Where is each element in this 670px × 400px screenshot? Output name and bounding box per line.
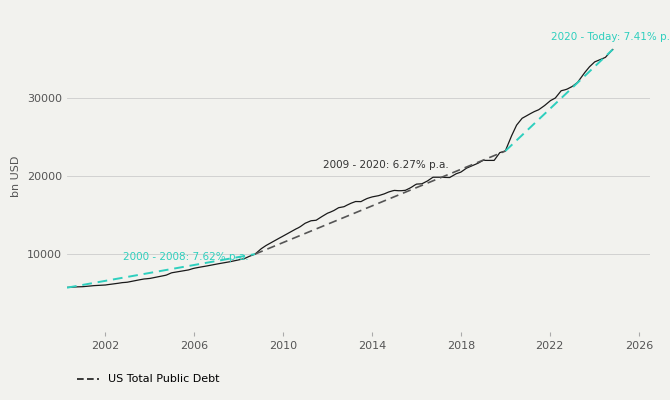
Text: 2009 - 2020: 6.27% p.a.: 2009 - 2020: 6.27% p.a. — [323, 160, 449, 170]
Text: 2020 - Today: 7.41% p.: 2020 - Today: 7.41% p. — [551, 32, 670, 42]
Text: 2000 - 2008: 7.62% p.a.: 2000 - 2008: 7.62% p.a. — [123, 252, 249, 262]
Legend: US Total Public Debt: US Total Public Debt — [72, 370, 224, 389]
Y-axis label: bn USD: bn USD — [11, 155, 21, 197]
